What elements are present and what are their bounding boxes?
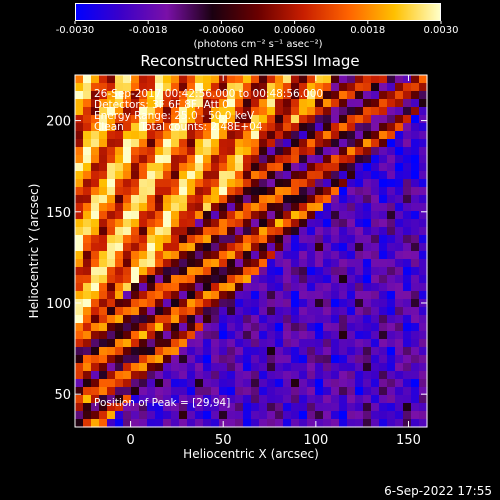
y-tick-label: 150: [46, 206, 71, 221]
plot-frame: [74, 74, 428, 428]
colorbar-tick-label: 0.00060: [273, 25, 316, 36]
colorbar-ticks: [74, 21, 442, 24]
energy-range-annotation: Energy Range: 25.0 - 50.0 keV: [94, 110, 255, 122]
colorbar: [75, 3, 441, 21]
peak-position-annotation: Position of Peak = [29,94]: [94, 397, 231, 409]
x-tick-label: 0: [126, 433, 134, 448]
colorbar-gradient: [76, 4, 440, 20]
y-tick-label: 100: [46, 297, 71, 312]
y-axis-label: Heliocentric Y (arcsec): [27, 184, 41, 319]
clean-counts-annotation: Clean Total counts: 2.48E+04: [94, 121, 263, 133]
x-tick-label: 50: [215, 433, 232, 448]
heatmap-image: [75, 75, 428, 428]
colorbar-tick-label: 0.0030: [423, 25, 459, 36]
colorbar-tick-label: -0.00060: [198, 25, 244, 36]
chart-title: Reconstructed RHESSI Image: [140, 52, 360, 70]
detectors-annotation: Detectors: 3F 6F 8F, Att 0: [94, 99, 229, 111]
colorbar-tick-label: -0.0018: [128, 25, 168, 36]
y-tick-label: 200: [46, 115, 71, 130]
footer-date: 6-Sep-2022 17:55: [384, 484, 492, 498]
colorbar-tick-label: -0.0030: [55, 25, 95, 36]
colorbar-units: (photons cm⁻² s⁻¹ asec⁻²): [193, 39, 323, 50]
y-tick-label: 50: [54, 388, 71, 403]
time-range-annotation: 26-Sep-2017 00:42:56.000 to 00:48:56.000: [94, 88, 324, 100]
x-tick-label: 150: [396, 433, 421, 448]
colorbar-tick-label: 0.0018: [350, 25, 386, 36]
x-axis-label: Heliocentric X (arcsec): [183, 447, 319, 461]
axis-ticks: 0 50 100 150 50 100 150 200: [46, 75, 427, 448]
x-tick-label: 100: [303, 433, 328, 448]
